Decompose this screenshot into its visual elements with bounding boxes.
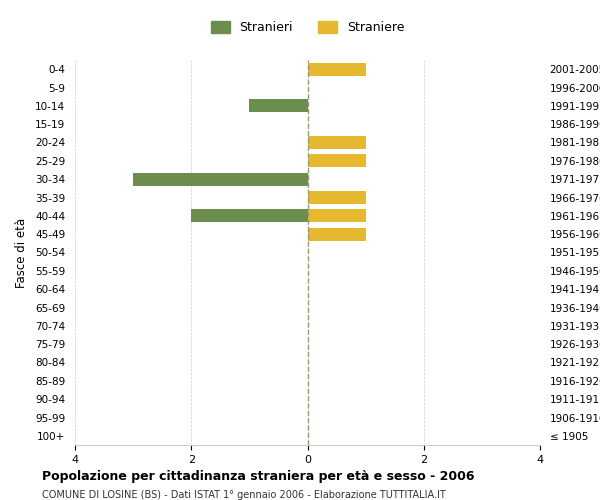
- Text: Popolazione per cittadinanza straniera per età e sesso - 2006: Popolazione per cittadinanza straniera p…: [42, 470, 475, 483]
- Bar: [308, 136, 365, 149]
- Legend: Stranieri, Straniere: Stranieri, Straniere: [206, 16, 409, 39]
- Bar: [250, 100, 308, 112]
- Bar: [308, 191, 365, 204]
- Text: COMUNE DI LOSINE (BS) - Dati ISTAT 1° gennaio 2006 - Elaborazione TUTTITALIA.IT: COMUNE DI LOSINE (BS) - Dati ISTAT 1° ge…: [42, 490, 446, 500]
- Y-axis label: Fasce di età: Fasce di età: [15, 218, 28, 288]
- Bar: [133, 173, 308, 186]
- Bar: [308, 228, 365, 240]
- Bar: [191, 210, 308, 222]
- Bar: [308, 210, 365, 222]
- Bar: [308, 63, 365, 76]
- Bar: [308, 154, 365, 167]
